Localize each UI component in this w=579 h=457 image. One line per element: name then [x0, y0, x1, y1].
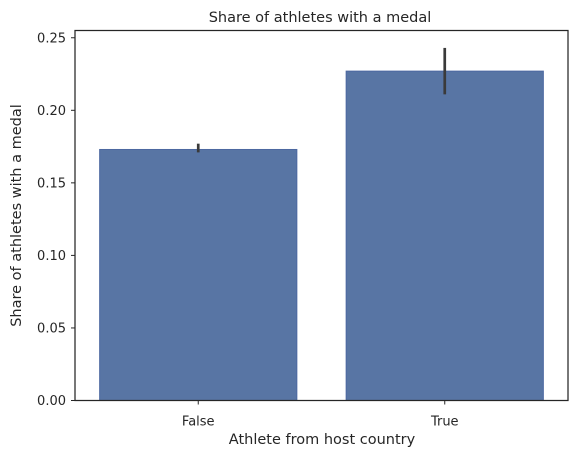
plot-frame	[74, 29, 569, 402]
bar-true	[345, 70, 544, 402]
y-tick-label: 0.25	[37, 31, 66, 46]
bar-false	[99, 148, 298, 401]
chart-title: Share of athletes with a medal	[209, 10, 432, 26]
x-tick-label: False	[182, 415, 215, 430]
y-tick-label: 0.05	[37, 321, 66, 336]
y-axis-label: Share of athletes with a medal	[9, 104, 25, 327]
y-tick-label: 0.15	[37, 176, 66, 191]
y-tick-label: 0.00	[37, 394, 66, 409]
x-axis-label: Athlete from host country	[229, 432, 416, 448]
y-tick-label: 0.20	[37, 104, 66, 119]
x-tick-label: True	[430, 415, 459, 430]
y-tick-label: 0.10	[37, 249, 66, 264]
